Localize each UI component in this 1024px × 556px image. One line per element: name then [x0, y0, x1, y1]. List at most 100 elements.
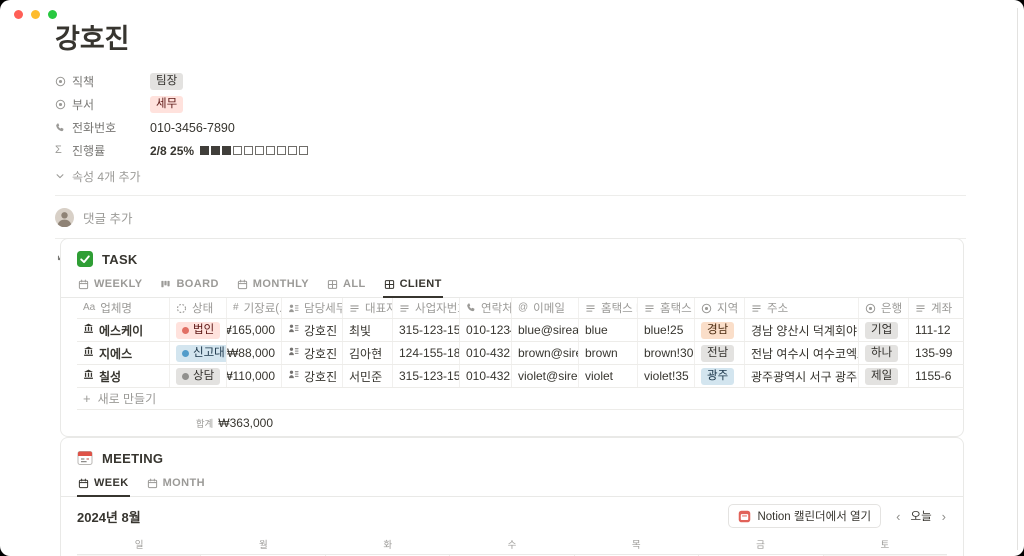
cell-bizno[interactable]: 315-123-15518 [393, 365, 460, 387]
property-row[interactable]: 직책 팀장 [55, 70, 1024, 93]
property-value[interactable]: 세무 [150, 96, 184, 113]
column-header-account[interactable]: 계좌 [909, 298, 964, 318]
close-window-button[interactable] [14, 10, 23, 19]
cell-email[interactable]: brown@sireal. [512, 342, 579, 364]
task-tab-weekly[interactable]: WEEKLY [77, 274, 143, 298]
cell-bank[interactable]: 하나 [859, 342, 909, 364]
column-header-contact[interactable]: 연락처 [460, 298, 512, 318]
cell-name[interactable]: 지에스 [77, 342, 170, 364]
cell-account[interactable]: 135-99 [909, 342, 964, 364]
task-tab-monthly[interactable]: MONTHLY [236, 274, 310, 298]
meeting-title[interactable]: MEETING [102, 450, 164, 466]
cell-status[interactable]: 신고대리 [170, 342, 227, 364]
fee-sum[interactable]: 합계 ₩363,000 [61, 416, 273, 430]
cell-address[interactable]: 전남 여수시 여수코엑스로 40 [745, 342, 859, 364]
cell-bank[interactable]: 기업 [859, 319, 909, 341]
cell-contact[interactable]: 010-1234-15 [460, 319, 512, 341]
column-header-status[interactable]: 상태 [170, 298, 227, 318]
avatar [55, 207, 74, 227]
cell-region[interactable]: 광주 [695, 365, 745, 387]
cell-value: 010-1234-15 [466, 323, 511, 337]
cell-name[interactable]: 에스케이 [77, 319, 170, 341]
page-title[interactable]: 강호진 [55, 24, 130, 54]
column-header-email[interactable]: @ 이메일 [512, 298, 579, 318]
cell-hometax_pw[interactable]: blue!25 [638, 319, 695, 341]
prev-week-button[interactable]: ‹ [896, 508, 901, 524]
cell-ceo[interactable]: 서민준 [343, 365, 393, 387]
task-tab-all[interactable]: ALL [326, 274, 367, 298]
cell-hometax_id[interactable]: violet [579, 365, 638, 387]
scrollbar[interactable] [1017, 8, 1018, 550]
task-title[interactable]: TASK [102, 251, 138, 267]
cell-value: 315-123-15516 [399, 323, 460, 337]
cell-status[interactable]: 법인 [170, 319, 227, 341]
cell-manager[interactable]: 강호진 [282, 365, 343, 387]
cell-bank[interactable]: 제일 [859, 365, 909, 387]
next-week-button[interactable]: › [941, 508, 946, 524]
property-value[interactable]: 팀장 [150, 73, 184, 90]
new-row-button[interactable]: + 새로 만들기 [77, 388, 964, 410]
cell-hometax_pw[interactable]: brown!30 [638, 342, 695, 364]
cell-region[interactable]: 경남 [695, 319, 745, 341]
property-value[interactable]: 010-3456-7890 [150, 121, 235, 135]
cell-email[interactable]: blue@sireal.cc [512, 319, 579, 341]
cell-hometax_id[interactable]: blue [579, 319, 638, 341]
cell-value: 010-4321-16 [466, 369, 511, 383]
column-header-ceo[interactable]: 대표자 [343, 298, 393, 318]
zoom-window-button[interactable] [48, 10, 57, 19]
cell-fee[interactable]: ₩110,000 [227, 365, 282, 387]
cell-value: blue [585, 323, 608, 337]
property-value[interactable]: 2/8 25% [150, 144, 309, 158]
property-row[interactable]: Σ 진행률 2/8 25% [55, 139, 1024, 162]
cell-hometax_id[interactable]: brown [579, 342, 638, 364]
cell-contact[interactable]: 010-4321-16 [460, 365, 512, 387]
plus-icon: + [83, 391, 91, 406]
cell-address[interactable]: 광주광역시 서구 광주대로 122 [745, 365, 859, 387]
property-row[interactable]: 부서 세무 [55, 93, 1024, 116]
column-header-manager[interactable]: 담당세무사 [282, 298, 343, 318]
column-header-name[interactable]: Aa 업체명 [77, 298, 170, 318]
open-notion-calendar-button[interactable]: Notion 캘린더에서 열기 [728, 504, 882, 528]
cell-hometax_pw[interactable]: violet!35 [638, 365, 695, 387]
cell-ceo[interactable]: 김아현 [343, 342, 393, 364]
today-button[interactable]: 오늘 [910, 511, 932, 523]
cell-manager[interactable]: 강호진 [282, 319, 343, 341]
column-label: 홈택스 ID [601, 303, 637, 315]
column-header-fee[interactable]: # 기장료(... [227, 298, 282, 318]
meeting-card-header: MEETING [61, 438, 963, 468]
cell-manager[interactable]: 강호진 [282, 342, 343, 364]
column-header-region[interactable]: 지역 [695, 298, 745, 318]
cell-contact[interactable]: 010-4321-16 [460, 342, 512, 364]
column-header-hometax_id[interactable]: 홈택스 ID [579, 298, 638, 318]
cell-name[interactable]: 칠성 [77, 365, 170, 387]
add-comment-input[interactable]: 댓글 추가 [55, 203, 1024, 231]
column-header-bizno[interactable]: 사업자번호 [393, 298, 460, 318]
cell-address[interactable]: 경남 양산시 덕계회야길 19 [745, 319, 859, 341]
property-text-value: 010-3456-7890 [150, 120, 235, 135]
property-tag: 세무 [150, 96, 184, 113]
column-label: 계좌 [931, 303, 953, 315]
column-header-hometax_pw[interactable]: 홈택스 PW [638, 298, 695, 318]
cell-bizno[interactable]: 124-155-18118 [393, 342, 460, 364]
cell-account[interactable]: 1155-6 [909, 365, 964, 387]
task-tab-client[interactable]: CLIENT [382, 274, 443, 298]
meeting-tab-month[interactable]: MONTH [146, 473, 206, 497]
property-row[interactable]: 전화번호 010-3456-7890 [55, 116, 1024, 139]
cell-account[interactable]: 111-12 [909, 319, 964, 341]
add-properties-toggle[interactable]: 속성 4개 추가 [55, 164, 1024, 188]
cell-status[interactable]: 상담 [170, 365, 227, 387]
column-header-address[interactable]: 주소 [745, 298, 859, 318]
meeting-tab-week[interactable]: WEEK [77, 473, 130, 497]
cell-region[interactable]: 전남 [695, 342, 745, 364]
person-icon [288, 346, 299, 357]
cell-email[interactable]: violet@sireal.c [512, 365, 579, 387]
column-header-bank[interactable]: 은행 [859, 298, 909, 318]
task-tab-board[interactable]: BOARD [159, 274, 219, 298]
minimize-window-button[interactable] [31, 10, 40, 19]
cell-bizno[interactable]: 315-123-15516 [393, 319, 460, 341]
cell-fee[interactable]: ₩165,000 [227, 319, 282, 341]
cell-fee[interactable]: ₩88,000 [227, 342, 282, 364]
cell-ceo[interactable]: 최빛 [343, 319, 393, 341]
burst-icon [176, 303, 187, 314]
